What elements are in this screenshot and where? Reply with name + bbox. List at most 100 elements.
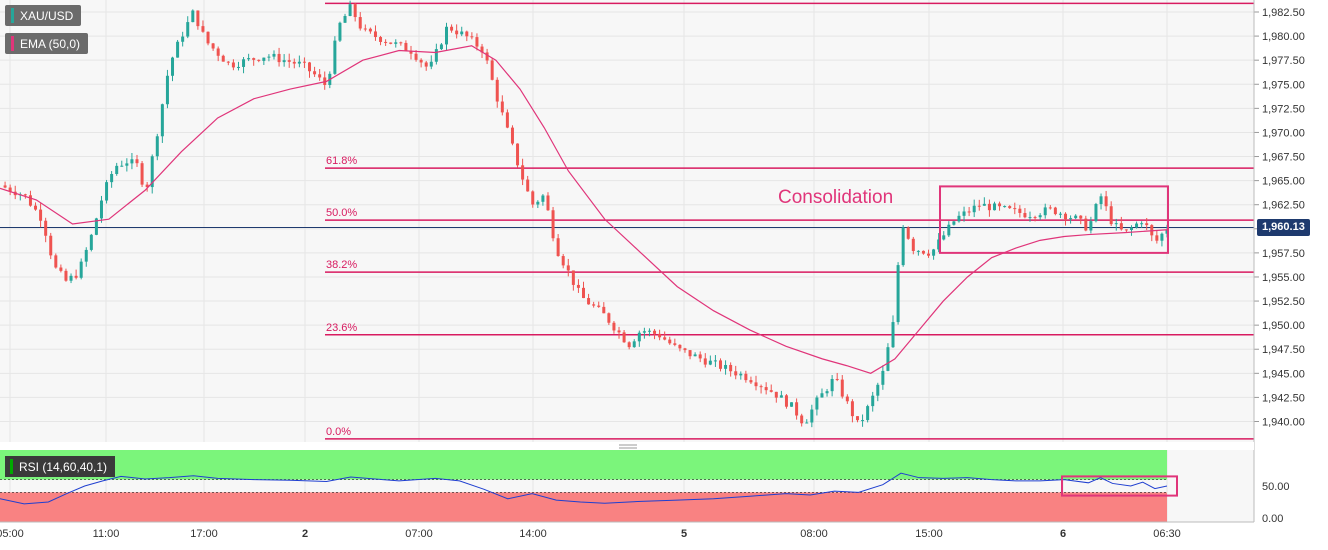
- rsi-y-tick-label: 50.00: [1262, 481, 1290, 493]
- candle-body: [637, 332, 641, 342]
- candle-body: [906, 227, 910, 239]
- candle-body: [627, 342, 631, 348]
- candle-body: [257, 59, 261, 61]
- candle-body: [399, 42, 403, 44]
- annotation-boxes: [939, 185, 1178, 497]
- candle-body: [891, 322, 895, 348]
- legend-ema[interactable]: EMA (50,0): [5, 33, 89, 54]
- candle-body: [115, 165, 119, 174]
- candle-body: [414, 53, 418, 60]
- candle-body: [1129, 227, 1133, 231]
- candle-body: [703, 358, 707, 365]
- candle-body: [810, 409, 814, 423]
- candle-body: [495, 79, 499, 102]
- y-tick-label: 1,970.00: [1262, 127, 1305, 139]
- candle-body: [582, 287, 585, 299]
- x-tick-label: 06:30: [1153, 528, 1181, 540]
- candle-body: [176, 41, 180, 58]
- candle-body: [602, 306, 606, 314]
- candle-body: [242, 59, 246, 67]
- candle-body: [150, 156, 154, 188]
- candle-body: [120, 165, 124, 167]
- fib-level-label: 0.0%: [326, 426, 351, 438]
- y-tick-label: 1,967.50: [1262, 152, 1305, 164]
- candle-body: [987, 203, 991, 211]
- candle-body: [866, 406, 870, 421]
- candle-body: [668, 339, 672, 344]
- candle-body: [805, 422, 809, 424]
- candle-body: [125, 163, 129, 166]
- pane-resize-handle[interactable]: [619, 444, 637, 449]
- candle-body: [338, 22, 342, 41]
- candle-body: [516, 143, 520, 166]
- candle-body: [790, 402, 794, 407]
- candle-body: [845, 396, 849, 402]
- symbol-color-swatch: [11, 8, 14, 23]
- candle-body: [1038, 215, 1042, 218]
- candle-body: [561, 256, 565, 266]
- candle-body: [967, 211, 971, 213]
- pane-separator[interactable]: [0, 442, 1254, 450]
- candle-body: [94, 218, 98, 235]
- candle-body: [59, 267, 63, 271]
- candle-body: [287, 60, 291, 62]
- candle-body: [536, 201, 540, 205]
- fib-level-label: 50.0%: [326, 207, 357, 219]
- candle-body: [450, 26, 454, 31]
- candle-body: [769, 390, 773, 392]
- y-tick-label: 1,982.50: [1262, 7, 1305, 19]
- candle-body: [99, 200, 103, 219]
- candle-body: [998, 203, 1002, 207]
- fibonacci-levels: 61.8% 50.0% 38.2% 23.6% 0.0%: [0, 2, 1254, 440]
- candle-body: [597, 305, 601, 307]
- candle-body: [1069, 218, 1073, 220]
- candle-body: [292, 61, 296, 64]
- candle-body: [734, 371, 738, 376]
- candle-body: [419, 59, 423, 63]
- x-tick-label: 08:00: [800, 528, 828, 540]
- current-price-tag: 1,960.13: [1257, 219, 1310, 237]
- candle-body: [1084, 218, 1088, 231]
- y-tick-label: 1,940.00: [1262, 417, 1305, 429]
- candle-body: [404, 42, 408, 51]
- candle-body: [500, 101, 504, 113]
- candle-body: [140, 163, 144, 185]
- candle-body: [947, 224, 951, 236]
- candle-body: [191, 10, 195, 23]
- candle-body: [1008, 206, 1012, 209]
- y-tick-label: 1,942.50: [1262, 392, 1305, 404]
- candle-body: [231, 62, 235, 68]
- candle-body: [830, 378, 834, 392]
- candle-body: [308, 62, 312, 72]
- candle-body: [226, 61, 230, 63]
- candle-body: [749, 380, 753, 383]
- candle-body: [313, 71, 317, 75]
- candle-body: [1145, 223, 1149, 226]
- ema-series-line: [0, 45, 1168, 374]
- legend-rsi[interactable]: RSI (14,60,40,1): [5, 456, 116, 477]
- candle-body: [262, 57, 266, 61]
- candle-body: [612, 322, 616, 331]
- candle-body: [1135, 223, 1139, 228]
- candle-body: [69, 275, 73, 281]
- candle-body: [729, 364, 733, 372]
- candle-body: [429, 61, 433, 67]
- candle-body: [196, 10, 200, 27]
- candle-body: [333, 40, 337, 74]
- y-tick-label: 1,980.00: [1262, 31, 1305, 43]
- legend-symbol[interactable]: XAU/USD: [5, 5, 82, 26]
- candle-body: [282, 60, 286, 63]
- candle-body: [89, 234, 93, 250]
- candle-body: [186, 22, 190, 37]
- candle-body: [475, 37, 479, 47]
- candle-body: [551, 210, 555, 239]
- candle-body: [1109, 206, 1113, 225]
- candle-body: [358, 17, 362, 29]
- candle-body: [201, 26, 205, 32]
- x-tick-label: 5: [681, 528, 687, 540]
- x-tick-label: 2: [302, 528, 308, 540]
- rsi-series-line: [0, 472, 1168, 505]
- candle-body: [394, 42, 398, 44]
- candle-body: [881, 370, 885, 385]
